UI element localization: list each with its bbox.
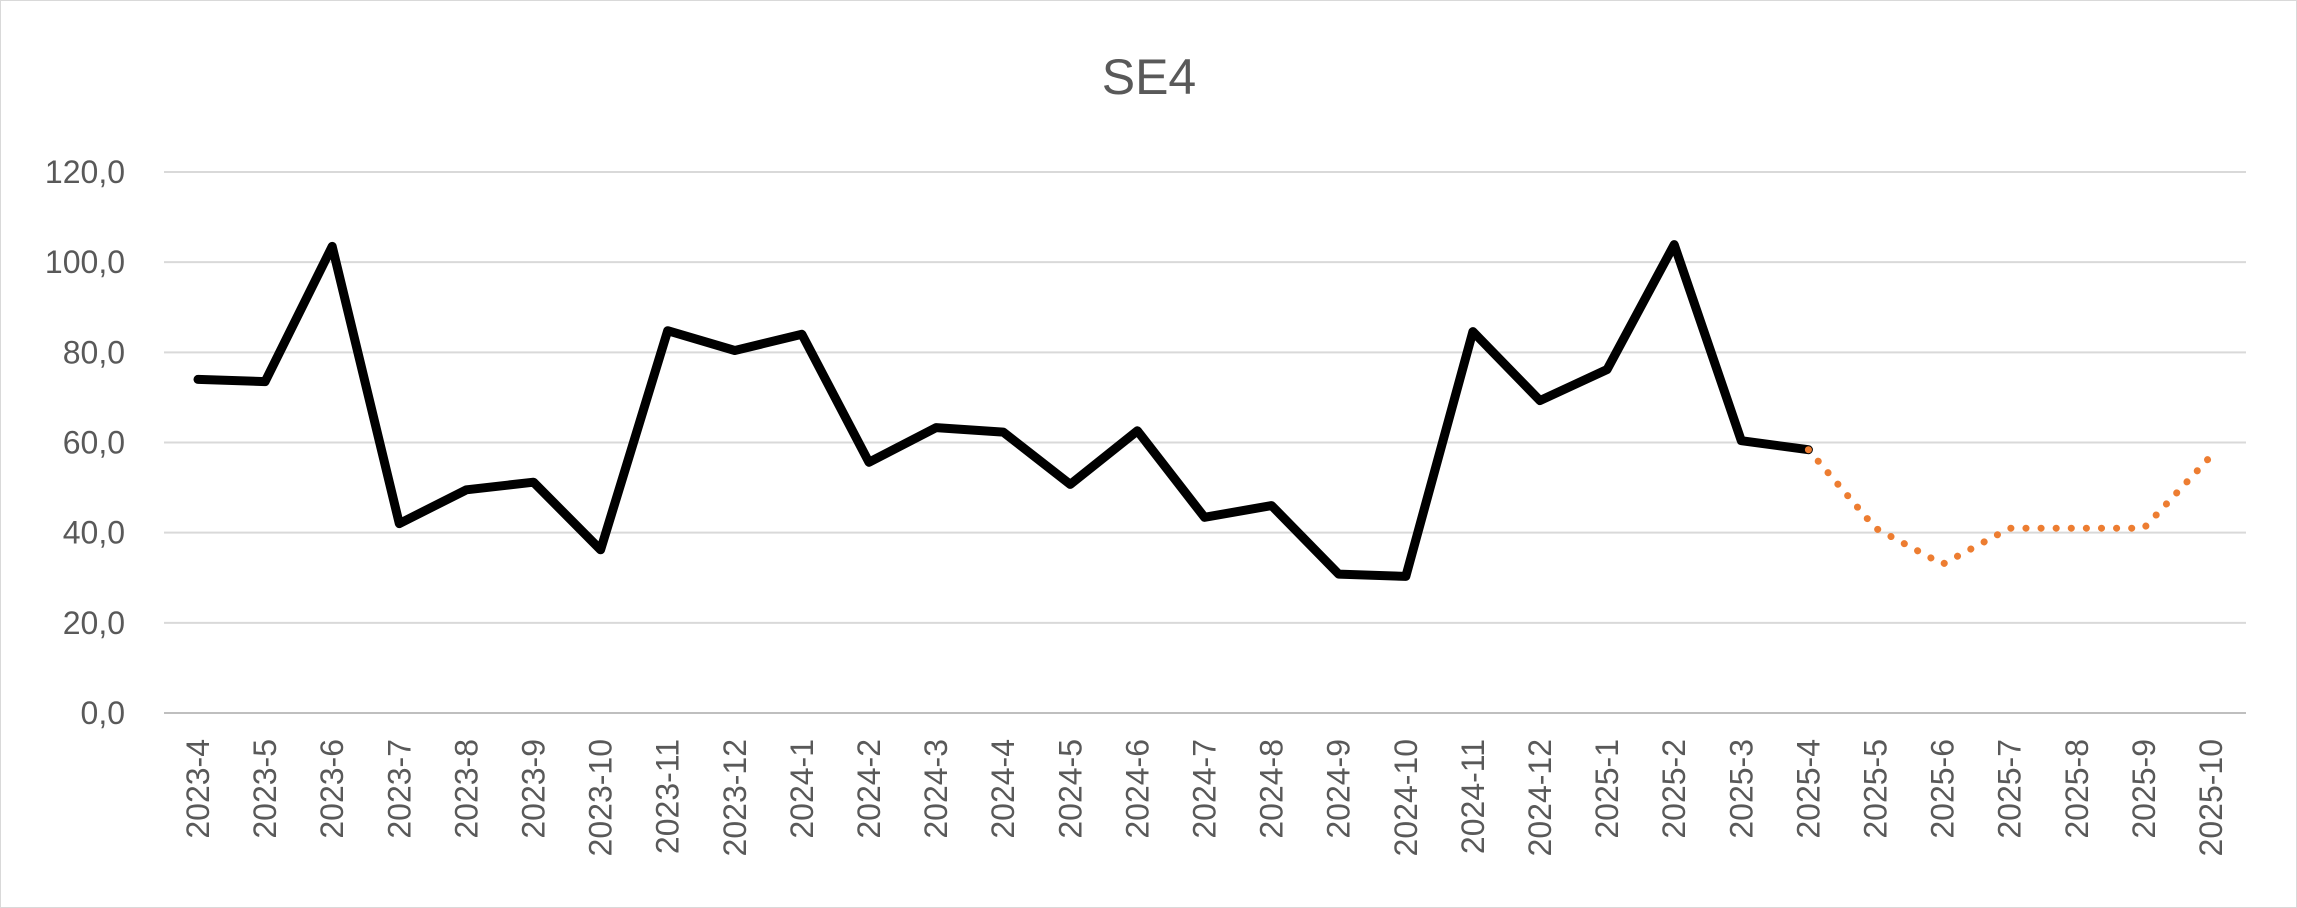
x-tick-label: 2025-2 [1656, 739, 1692, 839]
x-tick-label: 2024-10 [1388, 739, 1424, 856]
x-tick-label: 2024-3 [918, 739, 954, 839]
y-axis-tick-labels: 0,0 20,0 40,0 60,0 80,0 100,0 120,0 [45, 154, 125, 731]
series-lines [193, 240, 2215, 581]
x-tick-label: 2025-9 [2126, 739, 2162, 839]
x-tick-label: 2025-8 [2059, 739, 2095, 839]
x-tick-label: 2025-6 [1925, 739, 1961, 839]
y-tick-label: 100,0 [45, 244, 125, 280]
x-tick-label: 2023-7 [381, 739, 417, 839]
actual-series-line [193, 240, 1813, 581]
y-tick-label: 40,0 [63, 515, 125, 551]
x-tick-label: 2024-7 [1187, 739, 1223, 839]
x-tick-label: 2023-10 [583, 739, 619, 856]
y-tick-label: 0,0 [81, 695, 125, 731]
x-tick-label: 2024-9 [1321, 739, 1357, 839]
chart-title: SE4 [1102, 49, 1197, 105]
x-tick-label: 2025-3 [1723, 739, 1759, 839]
y-tick-label: 20,0 [63, 605, 125, 641]
x-tick-label: 2023-5 [247, 739, 283, 839]
x-tick-label: 2024-8 [1254, 739, 1290, 839]
x-tick-label: 2023-9 [516, 739, 552, 839]
x-axis-tick-labels: 2023-4 2023-5 2023-6 2023-7 2023-8 2023-9 2023… [180, 739, 2229, 856]
x-tick-label: 2024-1 [784, 739, 820, 839]
x-tick-label: 2023-4 [180, 739, 216, 839]
x-tick-label: 2023-8 [448, 739, 484, 839]
x-tick-label: 2023-6 [314, 739, 350, 839]
x-tick-label: 2023-11 [650, 739, 686, 854]
x-tick-label: 2024-5 [1052, 739, 1088, 839]
x-tick-label: 2025-10 [2193, 739, 2229, 856]
forecast-series-line [1804, 446, 2215, 568]
x-tick-label: 2025-5 [1858, 739, 1894, 839]
y-tick-label: 80,0 [63, 334, 125, 370]
y-tick-label: 120,0 [45, 154, 125, 190]
x-tick-label: 2023-12 [717, 739, 753, 856]
x-tick-label: 2024-11 [1455, 739, 1491, 854]
x-tick-label: 2024-4 [985, 739, 1021, 839]
x-tick-label: 2025-7 [1992, 739, 2028, 839]
x-tick-label: 2025-4 [1790, 739, 1826, 839]
x-tick-label: 2024-12 [1522, 739, 1558, 856]
gridlines [164, 171, 2246, 714]
y-tick-label: 60,0 [63, 425, 125, 461]
x-tick-label: 2025-1 [1589, 739, 1625, 839]
x-tick-label: 2024-2 [851, 739, 887, 839]
x-tick-label: 2024-6 [1119, 739, 1155, 839]
